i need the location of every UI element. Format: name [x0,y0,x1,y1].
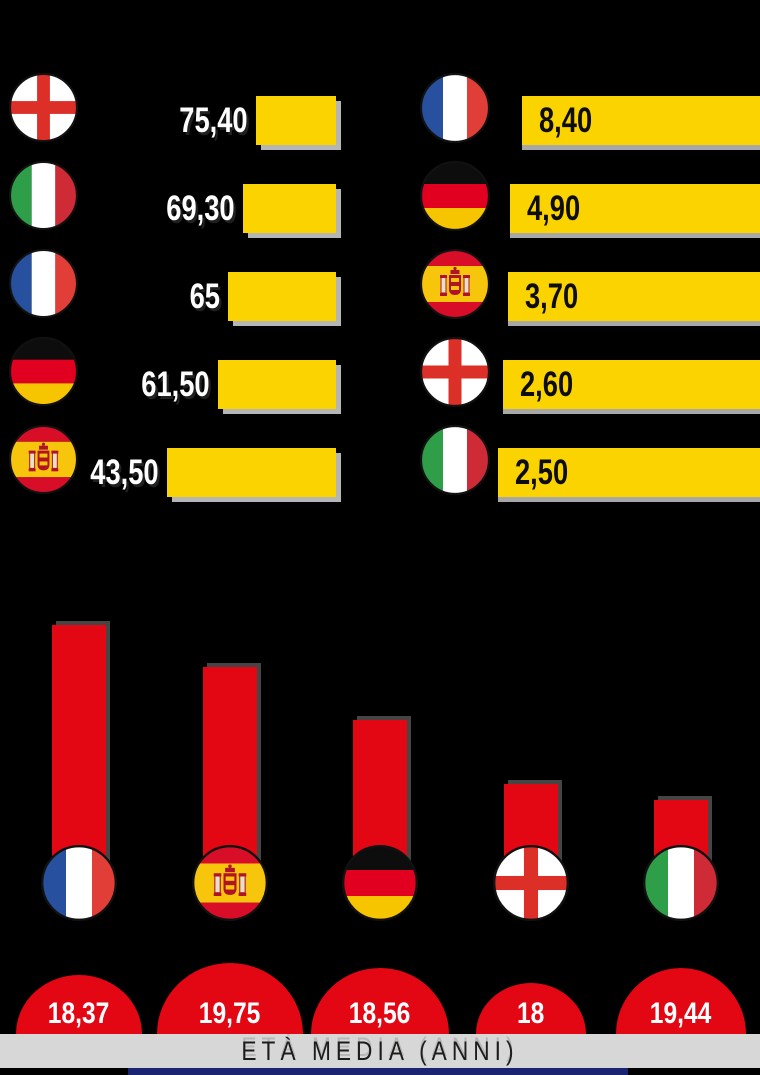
age-axis-label: ETÀ MEDIA (ANNI) [241,1036,519,1066]
age-value-germany: 18,56 [349,997,411,1030]
bar-germany [218,360,336,409]
flag-wrap-spain [191,844,269,922]
flag-england-icon [419,336,491,408]
flag-england-icon [8,72,79,143]
flag-wrap-spain [8,424,79,495]
flag-france-icon [40,844,118,922]
age-value-england: 18 [517,997,545,1030]
flag-spain-icon [8,424,79,495]
bar-england [503,360,760,409]
flag-germany-icon [341,844,419,922]
x-axis-strip: ETÀ MEDIA (ANNI) [0,1034,760,1068]
flag-wrap-spain [419,248,491,320]
flag-spain-icon [191,844,269,922]
age-value-france: 18,37 [48,997,110,1030]
bar-spain [508,272,760,321]
flag-wrap-italy [419,424,491,496]
age-bar-france [52,625,106,886]
value-label-spain: 43,50 [90,453,159,492]
flag-wrap-france [419,72,491,144]
bar-spain [167,448,336,497]
flag-wrap-france [8,248,79,319]
value-label-germany: 4,90 [527,189,581,228]
flag-italy-icon [8,160,79,231]
value-label-italy: 69,30 [166,189,235,228]
bar-italy [498,448,760,497]
flag-wrap-germany [419,160,491,232]
age-value-spain: 19,75 [199,997,261,1030]
flag-italy-icon [642,844,720,922]
flag-wrap-england [8,72,79,143]
value-label-italy: 2,50 [515,453,569,492]
flag-england-icon [492,844,570,922]
age-value-italy: 19,44 [650,997,712,1030]
bar-italy [243,184,336,233]
flag-wrap-france [40,844,118,922]
value-label-france: 8,40 [539,101,593,140]
flag-france-icon [8,248,79,319]
flag-spain-icon [419,248,491,320]
flag-wrap-germany [341,844,419,922]
flag-italy-icon [419,424,491,496]
bottom-blue-bar [128,1068,628,1075]
value-label-spain: 3,70 [525,277,579,316]
value-label-france: 65 [189,277,220,316]
flag-wrap-england [419,336,491,408]
flag-france-icon [419,72,491,144]
value-label-england: 75,40 [179,101,248,140]
value-label-england: 2,60 [520,365,574,404]
bar-france [228,272,336,321]
value-label-germany: 61,50 [141,365,210,404]
flag-wrap-italy [8,160,79,231]
bar-france [522,96,760,145]
flag-germany-icon [419,160,491,232]
bar-germany [510,184,760,233]
flag-wrap-germany [8,336,79,407]
bar-england [256,96,336,145]
flag-germany-icon [8,336,79,407]
flag-wrap-england [492,844,570,922]
flag-wrap-italy [642,844,720,922]
